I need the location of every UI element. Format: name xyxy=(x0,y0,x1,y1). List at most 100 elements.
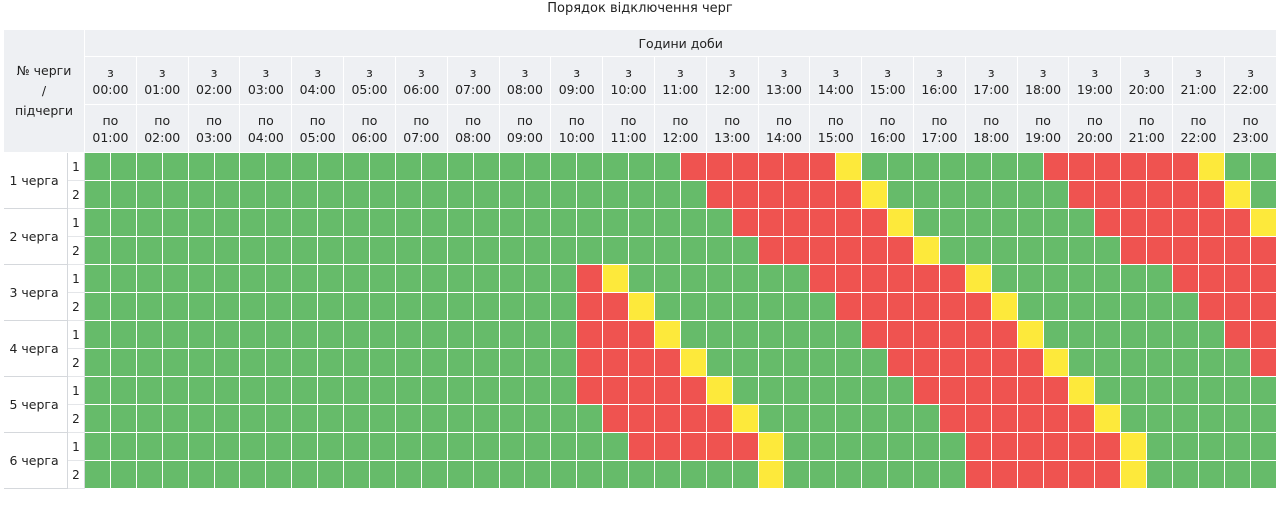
hour-to-header: по 14:00 xyxy=(757,104,811,153)
schedule-cell xyxy=(343,152,370,181)
schedule-cell xyxy=(602,432,630,461)
schedule-cell xyxy=(498,376,526,405)
schedule-cell xyxy=(1172,292,1199,321)
hour-to-header-time: 06:00 xyxy=(351,129,388,145)
schedule-cell xyxy=(835,292,863,321)
hour-to-header-prefix: по xyxy=(879,112,896,128)
subqueue-label: 1 xyxy=(67,208,85,237)
schedule-cell xyxy=(1197,348,1225,377)
schedule-cell xyxy=(161,348,189,377)
hour-from-header-time: 20:00 xyxy=(1128,81,1165,97)
schedule-cell xyxy=(343,180,370,209)
schedule-cell xyxy=(498,208,526,237)
schedule-cell xyxy=(757,180,785,209)
hour-from-header-prefix: з xyxy=(469,64,477,80)
schedule-cell xyxy=(1249,404,1278,433)
schedule-cell xyxy=(938,180,966,209)
schedule-cell xyxy=(705,152,733,181)
schedule-cell xyxy=(1249,180,1278,209)
queue-label: 5 черга xyxy=(3,376,68,433)
schedule-cell xyxy=(1146,208,1174,237)
schedule-cell xyxy=(420,152,448,181)
hour-from-header-prefix: з xyxy=(107,64,114,80)
schedule-cell xyxy=(317,292,345,321)
schedule-cell xyxy=(990,264,1018,293)
hour-to-header: по 04:00 xyxy=(239,104,293,153)
schedule-cell xyxy=(705,292,733,321)
hour-from-header-prefix: з xyxy=(1143,64,1150,80)
schedule-cell xyxy=(783,320,811,349)
hour-to-header-prefix: по xyxy=(983,112,1000,128)
table-row: 3 черга 1 xyxy=(3,264,1278,321)
hour-from-header-prefix: з xyxy=(1195,64,1202,80)
schedule-cell xyxy=(757,292,785,321)
schedule-cell xyxy=(265,152,293,181)
schedule-cell xyxy=(809,236,837,265)
schedule-cell xyxy=(394,152,422,181)
hour-from-header-time: 02:00 xyxy=(196,81,233,97)
schedule-cell xyxy=(498,292,526,321)
hour-to-header: по 22:00 xyxy=(1172,104,1225,153)
schedule-cell xyxy=(783,348,811,377)
schedule-cell xyxy=(783,208,811,237)
schedule-cell xyxy=(835,180,863,209)
schedule-cell xyxy=(109,264,137,293)
schedule-cell xyxy=(757,208,785,237)
schedule-cell xyxy=(731,376,759,405)
table-row: 5 черга 1 xyxy=(3,376,1278,433)
schedule-cell xyxy=(343,376,370,405)
hour-from-header-prefix: з xyxy=(832,64,840,80)
hour-from-header: з 12:00 xyxy=(705,56,759,105)
schedule-cell xyxy=(887,348,914,377)
schedule-cell xyxy=(757,348,785,377)
schedule-cell xyxy=(109,236,137,265)
schedule-cell xyxy=(291,376,319,405)
hour-from-header-prefix: з xyxy=(884,64,891,80)
schedule-cell xyxy=(343,236,370,265)
schedule-cell xyxy=(317,348,345,377)
queue-label: 2 черга xyxy=(3,208,68,265)
schedule-cell xyxy=(239,376,267,405)
schedule-cell xyxy=(576,208,604,237)
schedule-cell xyxy=(161,208,189,237)
schedule-cell xyxy=(550,236,578,265)
schedule-cell xyxy=(109,432,137,461)
schedule-cell xyxy=(938,432,966,461)
schedule-cell xyxy=(653,432,681,461)
schedule-cell xyxy=(602,348,630,377)
schedule-cell xyxy=(498,236,526,265)
schedule-cell xyxy=(1172,348,1199,377)
schedule-cell xyxy=(1068,432,1096,461)
subqueue-label: 1 xyxy=(67,320,85,349)
schedule-cell xyxy=(265,460,293,489)
schedule-cell xyxy=(887,404,914,433)
hour-from-header: з 07:00 xyxy=(446,56,500,105)
schedule-cell xyxy=(1120,460,1148,489)
hour-to-header: по 07:00 xyxy=(394,104,448,153)
schedule-cell xyxy=(161,460,189,489)
hour-from-header: з 20:00 xyxy=(1120,56,1174,105)
schedule-cell xyxy=(835,376,863,405)
hour-to-header-prefix: по xyxy=(1035,112,1051,128)
schedule-cell xyxy=(291,292,319,321)
schedule-cell xyxy=(861,376,889,405)
schedule-cell xyxy=(679,432,707,461)
hour-to-header-prefix: по xyxy=(1242,112,1259,128)
schedule-cell xyxy=(161,404,189,433)
schedule-cell xyxy=(446,404,474,433)
schedule-cell xyxy=(550,348,578,377)
schedule-cell xyxy=(84,320,111,349)
schedule-cell xyxy=(1172,152,1199,181)
schedule-cell xyxy=(602,320,630,349)
schedule-cell xyxy=(343,432,370,461)
schedule-cell xyxy=(446,348,474,377)
schedule-cell xyxy=(731,348,759,377)
hour-from-header-time: 06:00 xyxy=(403,81,440,97)
schedule-cell xyxy=(1223,264,1251,293)
hour-from-header: з 04:00 xyxy=(291,56,345,105)
schedule-cell xyxy=(938,292,966,321)
hour-from-header-time: 08:00 xyxy=(506,81,543,97)
schedule-cell xyxy=(1094,460,1122,489)
schedule-cell xyxy=(1172,264,1199,293)
queue-header-text: / xyxy=(41,83,47,98)
